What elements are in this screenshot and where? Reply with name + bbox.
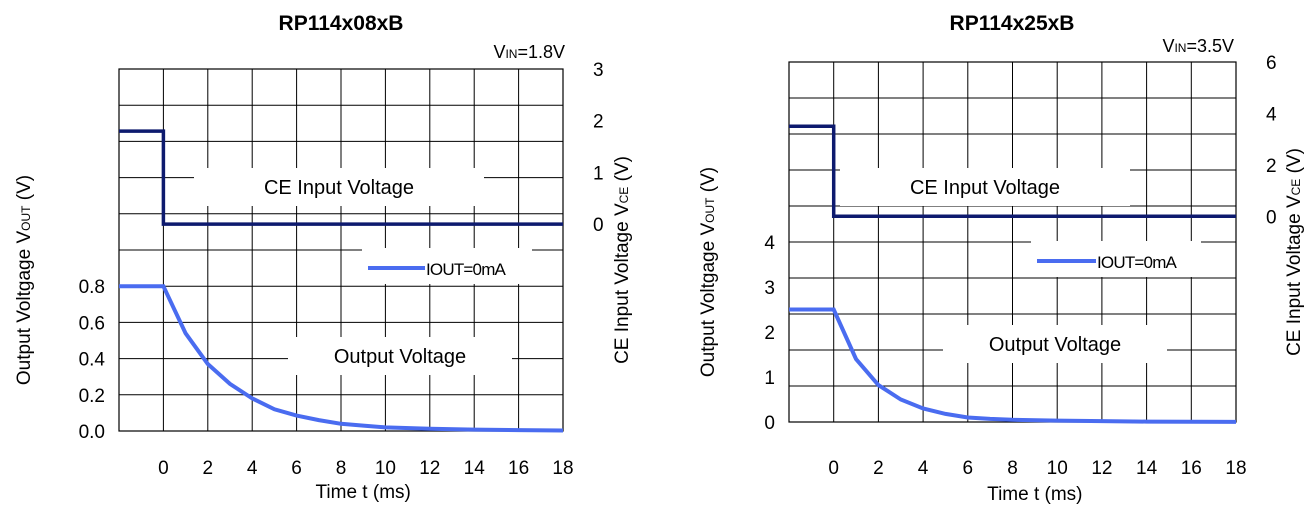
x-tick-label: 16 — [1181, 458, 1202, 479]
y-right-tick-label: 0 — [593, 215, 604, 236]
y-right-tick-label: 6 — [1266, 53, 1277, 74]
condition-label: VIN=3.5V — [1162, 36, 1234, 56]
x-tick-label: 14 — [1136, 458, 1158, 479]
y-right-tick-label: 1 — [593, 163, 604, 184]
y-left-tick-label: 0.2 — [79, 386, 105, 407]
series-line-ce-input-voltage — [119, 129, 563, 226]
x-tick-label: 4 — [247, 458, 258, 479]
y-right-tick-label: 3 — [593, 60, 604, 81]
out-label-mask — [288, 337, 512, 375]
y-left-tick-label: 0.6 — [79, 313, 105, 334]
y-right-axis-label: CE Input Voltage VCE (V) — [612, 156, 633, 364]
x-tick-label: 18 — [552, 458, 573, 479]
chart-title: RP114x25xB — [950, 12, 1075, 35]
y-left-axis-label: Output Voltgage VOUT (V) — [14, 175, 35, 385]
x-axis-label: Time t (ms) — [987, 484, 1082, 505]
x-tick-label: 2 — [203, 458, 214, 479]
annotation-output-voltage: Output Voltage — [989, 334, 1121, 356]
x-tick-label: 18 — [1225, 458, 1246, 479]
x-tick-label: 2 — [873, 458, 884, 479]
y-right-tick-label: 0 — [1266, 207, 1277, 228]
x-tick-label: 10 — [375, 458, 396, 479]
x-axis-label: Time t (ms) — [316, 482, 411, 503]
x-tick-label: 0 — [158, 458, 169, 479]
x-tick-label: 4 — [918, 458, 929, 479]
x-tick-label: 8 — [336, 458, 347, 479]
y-right-tick-label: 2 — [593, 112, 604, 133]
annotation-ce-input-voltage: CE Input Voltage — [264, 177, 414, 199]
legend-label: IOUT=0mA — [426, 260, 507, 279]
ce-label-mask — [194, 168, 484, 206]
series-line-ce-input-voltage — [789, 124, 1236, 219]
x-tick-label: 0 — [828, 458, 839, 479]
annotation-output-voltage: Output Voltage — [334, 346, 466, 368]
chart-rp114x25xb: IOUT=0mA CE Input Voltage Output Voltage RP… — [698, 12, 1305, 505]
y-right-tick-label: 2 — [1266, 156, 1277, 177]
series-line-output-voltage — [119, 284, 564, 433]
y-left-tick-label: 0 — [764, 413, 775, 434]
ce-label-mask — [840, 168, 1130, 206]
x-tick-label: 12 — [419, 458, 440, 479]
y-left-tick-label: 2 — [764, 323, 775, 344]
y-left-tick-label: 0.8 — [79, 277, 105, 298]
annotation-ce-input-voltage: CE Input Voltage — [910, 177, 1060, 199]
x-tick-label: 8 — [1007, 458, 1018, 479]
y-left-tick-label: 0.0 — [79, 422, 105, 443]
x-tick-label: 6 — [291, 458, 302, 479]
out-label-mask — [943, 325, 1167, 363]
y-left-axis-label: Output Voltgage VOUT (V) — [698, 167, 719, 377]
x-tick-label: 6 — [963, 458, 974, 479]
x-tick-label: 10 — [1047, 458, 1068, 479]
chart-rp114x08xb: IOUT=0mA CE Input Voltage Output Voltage RP… — [14, 12, 633, 503]
y-left-tick-label: 0.4 — [79, 350, 106, 371]
x-tick-label: 12 — [1091, 458, 1112, 479]
series-line-output-voltage — [789, 307, 1237, 424]
x-tick-label: 14 — [464, 458, 486, 479]
y-left-tick-label: 3 — [764, 278, 775, 299]
grid — [789, 62, 1236, 422]
y-left-tick-label: 4 — [764, 233, 775, 254]
y-right-tick-label: 4 — [1266, 104, 1277, 125]
x-tick-label: 16 — [508, 458, 529, 479]
y-right-axis-label: CE Input Voltage VCE (V) — [1284, 148, 1305, 356]
y-left-tick-label: 1 — [764, 368, 775, 389]
condition-label: VIN=1.8V — [493, 42, 565, 62]
legend-label: IOUT=0mA — [1097, 253, 1178, 272]
chart-title: RP114x08xB — [279, 12, 404, 35]
